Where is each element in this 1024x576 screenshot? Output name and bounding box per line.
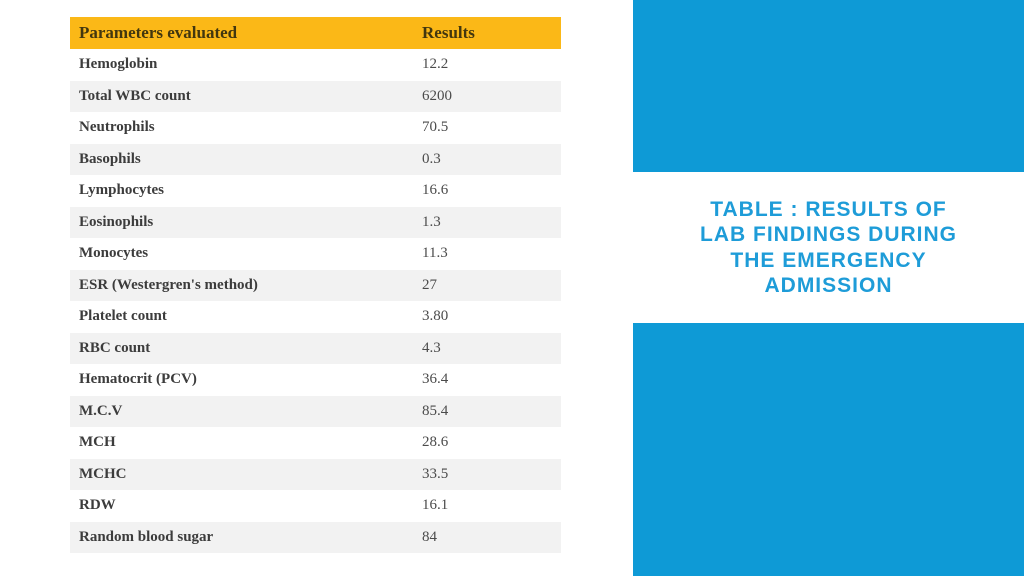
table-row: Basophils 0.3 [70,143,561,175]
table-body: Hemoglobin 12.2 Total WBC count 6200 Neutrop… [70,49,561,553]
parameter-cell: MCH [79,434,116,451]
table-row: Hematocrit (PCV) 36.4 [70,364,561,396]
parameter-cell: Neutrophils [79,119,155,136]
table-row: MCH 28.6 [70,427,561,459]
slide-title-line: TABLE : RESULTS OF [710,198,947,222]
table-row: Monocytes 11.3 [70,238,561,270]
value-cell: 84 [422,528,437,545]
table-row: Total WBC count 6200 [70,80,561,112]
parameter-cell: Platelet count [79,308,167,325]
top-accent-rectangle [633,0,1024,172]
parameter-cell: Total WBC count [79,87,191,104]
parameter-cell: Lymphocytes [79,182,165,199]
parameter-cell: Random blood sugar [79,528,214,545]
table-row: RBC count 4.3 [70,332,561,364]
table-row: Neutrophils 70.5 [70,112,561,144]
slide-title: TABLE : RESULTS OF LAB FINDINGS DURING T… [633,172,1024,323]
value-cell: 85.4 [422,402,449,419]
table-header-row: Parameters evaluated Results [70,17,561,49]
table-row: Eosinophils 1.3 [70,206,561,238]
parameter-cell: RDW [79,497,116,514]
value-cell: 16.6 [422,182,449,199]
value-cell: 4.3 [422,339,441,356]
table-row: Platelet count 3.80 [70,301,561,333]
table-row: Hemoglobin 12.2 [70,49,561,81]
slide-title-line: LAB FINDINGS DURING [700,223,957,247]
table-row: M.C.V 85.4 [70,395,561,427]
value-cell: 27 [422,276,437,293]
table-header-results: Results [422,23,475,42]
table-row: Random blood sugar 84 [70,521,561,553]
value-cell: 6200 [422,87,452,104]
value-cell: 12.2 [422,56,449,73]
parameter-cell: Basophils [79,150,141,167]
parameter-cell: M.C.V [79,402,123,419]
value-cell: 16.1 [422,497,449,514]
table-row: RDW 16.1 [70,490,561,522]
slide-title-line: ADMISSION [764,273,893,297]
value-cell: 28.6 [422,434,449,451]
value-cell: 33.5 [422,465,449,482]
value-cell: 36.4 [422,371,449,388]
parameter-cell: Eosinophils [79,213,154,230]
slide-title-line: THE EMERGENCY [730,248,927,272]
value-cell: 70.5 [422,119,449,136]
table-row: Lymphocytes 16.6 [70,175,561,207]
parameter-cell: Monocytes [79,245,149,262]
parameter-cell: Hemoglobin [79,56,158,73]
parameter-cell: MCHC [79,465,127,482]
value-cell: 0.3 [422,150,441,167]
table-header-parameters: Parameters evaluated [79,23,238,42]
parameter-cell: ESR (Westergren's method) [79,276,258,293]
value-cell: 3.80 [422,308,449,325]
parameter-cell: RBC count [79,339,151,356]
bottom-accent-rectangle [633,323,1024,576]
lab-results-table: Parameters evaluated Results Hemoglobin 1… [70,17,561,553]
table-row: ESR (Westergren's method) 27 [70,269,561,301]
value-cell: 1.3 [422,213,441,230]
value-cell: 11.3 [422,245,448,262]
table-row: MCHC 33.5 [70,458,561,490]
parameter-cell: Hematocrit (PCV) [79,371,197,388]
